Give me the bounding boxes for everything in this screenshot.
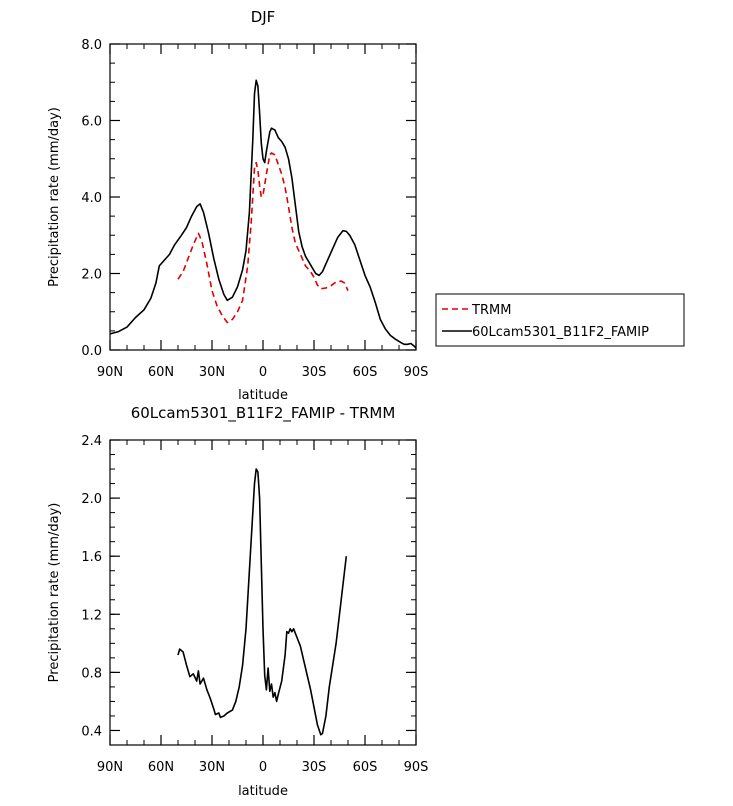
y-tick-label: 8.0 — [81, 38, 102, 53]
chart-title: DJF — [251, 8, 276, 26]
legend: TRMM 60Lcam5301_B11F2_FAMIP — [435, 293, 685, 347]
y-axis-label: Precipitation rate (mm/day) — [47, 107, 62, 287]
x-tick-label: 60N — [148, 365, 174, 380]
x-tick-label: 30N — [199, 365, 225, 380]
y-tick-label: 0.4 — [81, 724, 102, 739]
plot-frame — [109, 43, 417, 351]
series-line-trmm — [177, 152, 349, 324]
legend-label: TRMM — [471, 303, 511, 318]
x-tick-label: 60N — [148, 760, 174, 775]
plot-frame — [109, 439, 417, 746]
x-tick-label: 30N — [199, 760, 225, 775]
y-tick-label: 2.4 — [81, 434, 102, 449]
x-tick-label: 0 — [259, 365, 267, 380]
x-tick-label: 30S — [302, 760, 327, 775]
y-tick-label: 4.0 — [81, 191, 102, 206]
x-tick-label: 0 — [259, 760, 267, 775]
legend-box — [435, 293, 685, 347]
x-axis-label: latitude — [238, 784, 288, 799]
series-line-60lcam5301-b11f2-famip — [109, 79, 417, 349]
x-tick-label: 90N — [97, 365, 123, 380]
legend-label: 60Lcam5301_B11F2_FAMIP — [472, 325, 649, 340]
x-axis-label: latitude — [238, 388, 288, 403]
y-tick-label: 6.0 — [81, 115, 102, 130]
x-tick-label: 90N — [97, 760, 123, 775]
x-tick-label: 60S — [353, 760, 378, 775]
x-tick-label: 30S — [302, 365, 327, 380]
chart-panel-1: 90N 60N 30N 0 30S 60S 90S 0.0 2.0 4.0 6.0 8.0 DJF lat… — [47, 8, 685, 403]
chart-title: 60Lcam5301_B11F2_FAMIP - TRMM — [131, 404, 396, 423]
chart-panel-2: 90N 60N 30N 0 30S 60S 90S 0.4 0.8 1.2 1.6 2.0 2.4 60L… — [47, 404, 428, 799]
y-tick-label: 1.6 — [81, 550, 102, 565]
x-tick-label: 90S — [404, 760, 429, 775]
y-axis-label: Precipitation rate (mm/day) — [47, 503, 62, 683]
series-line-difference — [177, 468, 348, 736]
x-tick-label: 60S — [353, 365, 378, 380]
y-tick-label: 2.0 — [81, 268, 102, 283]
y-tick-label: 0.8 — [81, 666, 102, 681]
x-tick-label: 90S — [404, 365, 429, 380]
y-tick-label: 0.0 — [81, 344, 102, 359]
y-tick-label: 2.0 — [81, 492, 102, 507]
y-tick-label: 1.2 — [81, 608, 102, 623]
